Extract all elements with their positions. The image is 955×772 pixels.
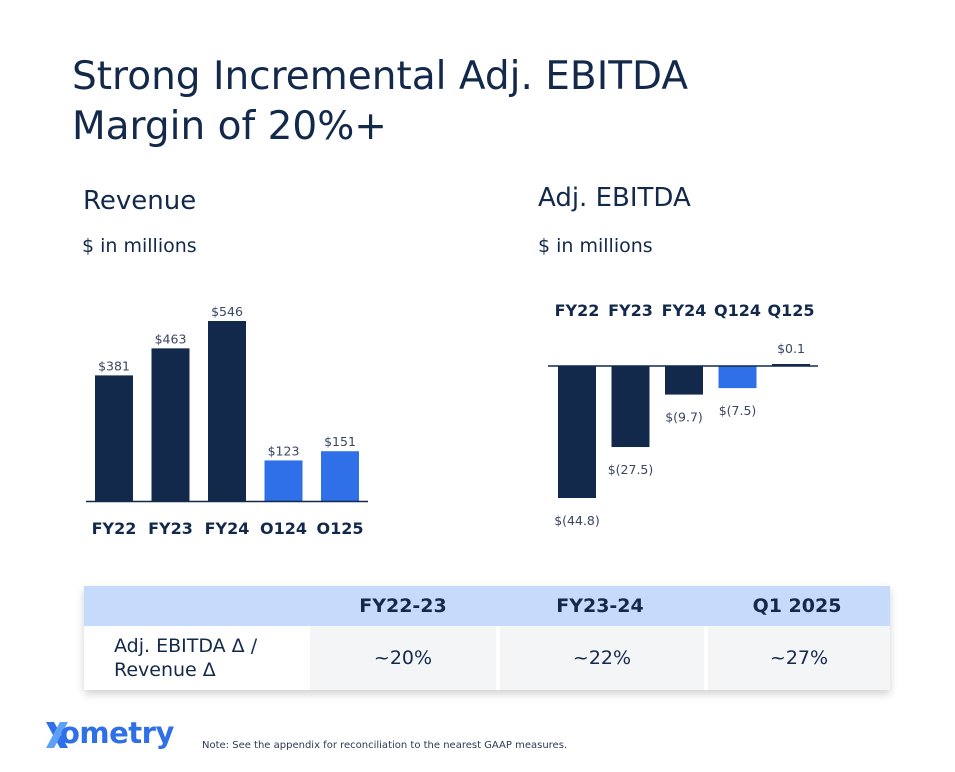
- xometry-logo: ometry: [44, 716, 174, 756]
- table-cell-fy23-24: ~22%: [496, 626, 704, 690]
- ebitda-value-label-fy24: $(9.7): [665, 410, 703, 425]
- logo-x-mark-icon: [46, 722, 68, 748]
- ebitda-category-label-fy23: FY23: [608, 301, 653, 320]
- ebitda-bar-q124: [718, 366, 757, 389]
- revenue-bar-o124: [264, 460, 303, 501]
- ebitda-category-label-q125: Q125: [768, 301, 815, 320]
- table-header-empty: [84, 586, 310, 626]
- ebitda-chart-title: Adj. EBITDA: [538, 183, 691, 213]
- ebitda-bar-q125: [772, 364, 810, 366]
- table-cell-fy22-23: ~20%: [310, 626, 496, 690]
- table-row-label: Adj. EBITDA Δ / Revenue Δ: [84, 626, 310, 690]
- slide-title-line-2: Margin of 20%+: [72, 104, 387, 149]
- table-row: Adj. EBITDA Δ / Revenue Δ ~20% ~22% ~27%: [84, 626, 890, 690]
- revenue-chart-subtitle: $ in millions: [82, 235, 197, 257]
- revenue-bar-o125: [321, 451, 359, 501]
- revenue-category-label-fy22: FY22: [92, 519, 137, 538]
- revenue-value-label-fy24: $546: [211, 304, 243, 319]
- revenue-bar-fy23: [151, 348, 190, 501]
- table-header-row: FY22-23 FY23-24 Q1 2025: [84, 586, 890, 626]
- revenue-bar-fy22: [95, 375, 133, 501]
- revenue-chart-title: Revenue: [83, 186, 197, 216]
- ebitda-category-label-q124: Q124: [714, 301, 761, 320]
- revenue-category-label-o124: O124: [260, 519, 307, 538]
- table-header-fy23-24: FY23-24: [556, 595, 644, 617]
- ebitda-chart-subtitle: $ in millions: [538, 235, 653, 257]
- ebitda-value-label-fy22: $(44.8): [554, 513, 600, 528]
- footer-note: Note: See the appendix for reconciliatio…: [202, 740, 568, 751]
- table-header-q1-2025: Q1 2025: [752, 595, 842, 617]
- ebitda-value-label-q124: $(7.5): [719, 403, 757, 418]
- ebitda-value-label-fy23: $(27.5): [608, 462, 654, 477]
- revenue-category-label-fy24: FY24: [205, 519, 250, 538]
- table-row-label-line-1: Adj. EBITDA Δ /: [114, 635, 258, 657]
- revenue-value-label-o125: $151: [324, 434, 356, 449]
- slide-title-line-1: Strong Incremental Adj. EBITDA: [72, 54, 689, 99]
- ebitda-bar-fy24: [665, 366, 703, 395]
- revenue-value-label-fy22: $381: [98, 358, 130, 373]
- ebitda-category-label-fy24: FY24: [662, 301, 707, 320]
- logo-wordmark: ometry: [60, 716, 174, 750]
- revenue-value-label-o124: $123: [268, 443, 300, 458]
- ebitda-category-label-fy22: FY22: [555, 301, 600, 320]
- ebitda-bar-fy22: [558, 366, 596, 498]
- margin-table: FY22-23 FY23-24 Q1 2025 Adj. EBITDA Δ / …: [84, 586, 890, 690]
- revenue-bar-chart: $381 FY22 $463 FY23 $546 FY24 $123 O124 $151 O125: [86, 304, 368, 538]
- ebitda-bar-fy23: [611, 366, 650, 448]
- ebitda-bar-chart: FY22 $(44.8) FY23 $(27.5) FY24 $(9.7) Q124 $(7.…: [548, 301, 818, 528]
- revenue-category-label-o125: O125: [317, 519, 364, 538]
- ebitda-value-label-q125: $0.1: [777, 341, 805, 356]
- revenue-value-label-fy23: $463: [155, 331, 187, 346]
- table-cell-q1-2025: ~27%: [704, 626, 890, 690]
- revenue-category-label-fy23: FY23: [148, 519, 193, 538]
- table-header-fy22-23: FY22-23: [359, 595, 447, 617]
- table-row-label-line-2: Revenue Δ: [114, 659, 216, 681]
- revenue-bar-fy24: [208, 321, 246, 501]
- slide-title: Strong Incremental Adj. EBITDA Margin of…: [72, 52, 892, 152]
